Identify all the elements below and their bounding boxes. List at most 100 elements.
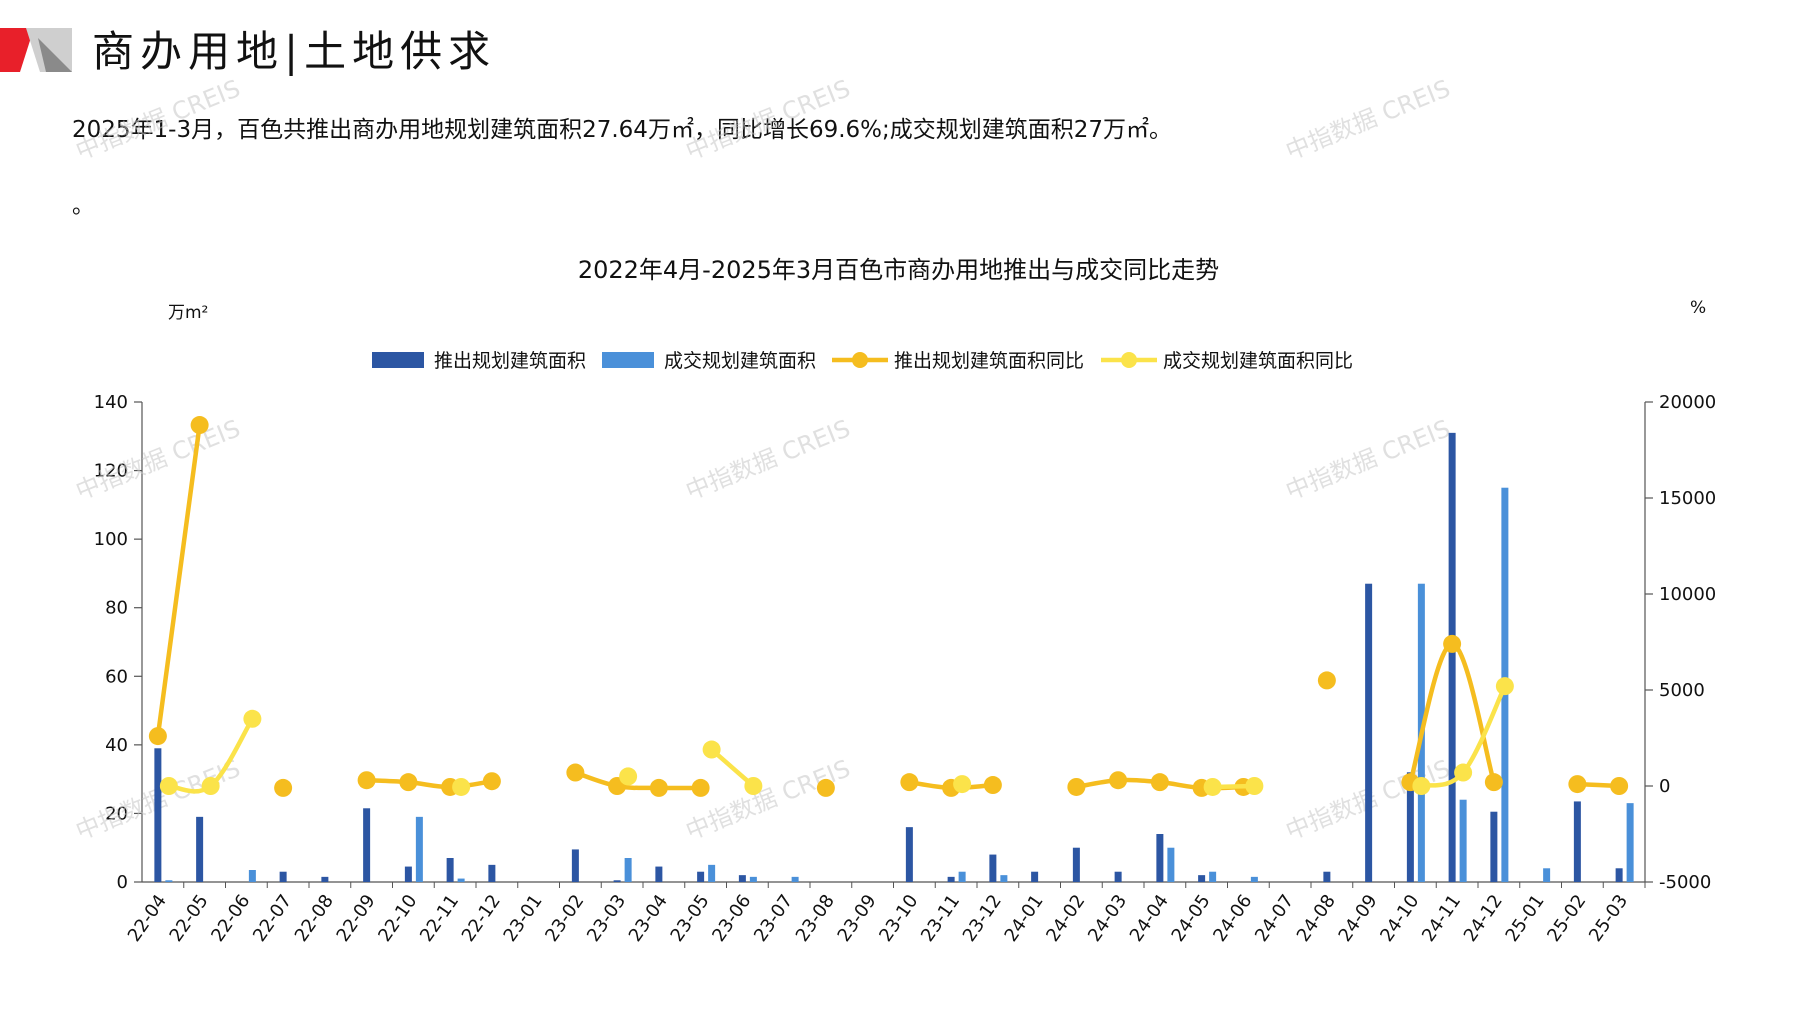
bar bbox=[1543, 868, 1551, 882]
left-axis-tick-label: 20 bbox=[105, 803, 128, 824]
x-axis-tick-label: 23-10 bbox=[875, 891, 922, 946]
series-point bbox=[243, 709, 262, 728]
series-point bbox=[983, 776, 1002, 795]
watermark-text: 中指数据 CREIS bbox=[682, 414, 854, 505]
x-axis-tick-label: 24-08 bbox=[1293, 891, 1340, 946]
legend-label: 成交规划建筑面积同比 bbox=[1163, 350, 1353, 372]
legend-swatch bbox=[372, 352, 424, 368]
x-axis-tick-label: 23-07 bbox=[750, 891, 797, 946]
right-axis-unit: % bbox=[1690, 298, 1707, 318]
x-axis-tick-label: 23-08 bbox=[792, 891, 839, 946]
bar bbox=[363, 808, 371, 882]
x-axis-tick-label: 22-12 bbox=[458, 891, 505, 946]
x-axis-tick-label: 25-02 bbox=[1543, 891, 1590, 946]
x-axis-tick-label: 23-02 bbox=[541, 891, 588, 946]
x-axis-tick-label: 23-11 bbox=[917, 891, 964, 946]
watermark-text: 中指数据 CREIS bbox=[72, 74, 244, 165]
left-axis-tick-label: 100 bbox=[94, 529, 128, 550]
series-point bbox=[900, 773, 919, 792]
x-axis-tick-label: 24-02 bbox=[1042, 891, 1089, 946]
chart-title: 2022年4月-2025年3月百色市商办用地推出与成交同比走势 bbox=[577, 256, 1220, 284]
x-axis-tick-label: 22-04 bbox=[124, 891, 171, 946]
bar bbox=[1365, 583, 1373, 882]
right-axis-tick-label: 5000 bbox=[1659, 680, 1705, 701]
series-point bbox=[1568, 775, 1587, 794]
series-point bbox=[274, 778, 293, 797]
x-axis-tick-label: 24-10 bbox=[1376, 891, 1423, 946]
series-point bbox=[1495, 677, 1514, 696]
x-axis-tick-label: 24-03 bbox=[1084, 891, 1131, 946]
series-point bbox=[744, 777, 763, 795]
series-point bbox=[1443, 634, 1462, 653]
bar bbox=[279, 871, 287, 882]
series-point bbox=[1317, 671, 1336, 690]
series-point bbox=[702, 740, 721, 759]
series-point bbox=[159, 777, 178, 795]
bar bbox=[165, 880, 173, 882]
x-axis-tick-label: 24-01 bbox=[1001, 891, 1048, 946]
bar bbox=[697, 871, 705, 882]
right-axis-tick-label: 0 bbox=[1659, 776, 1670, 797]
x-axis-tick-label: 22-05 bbox=[166, 891, 213, 946]
x-axis-tick-label: 24-06 bbox=[1209, 891, 1256, 946]
bar bbox=[415, 816, 423, 882]
legend-swatch-marker bbox=[852, 352, 868, 368]
bar bbox=[248, 870, 256, 882]
bar bbox=[457, 878, 465, 882]
series-point bbox=[1412, 777, 1431, 795]
bar bbox=[624, 858, 632, 882]
x-axis-tick-label: 22-06 bbox=[207, 891, 254, 946]
left-axis-tick-label: 80 bbox=[105, 598, 128, 619]
legend-label: 推出规划建筑面积同比 bbox=[894, 350, 1084, 372]
x-axis-tick-label: 23-06 bbox=[708, 891, 755, 946]
x-axis-tick-label: 24-09 bbox=[1335, 891, 1382, 946]
bar bbox=[738, 875, 746, 882]
x-axis-tick-label: 22-10 bbox=[374, 891, 421, 946]
series-point bbox=[148, 727, 167, 746]
left-axis-tick-label: 120 bbox=[94, 461, 128, 482]
bar bbox=[1072, 847, 1080, 882]
series-point bbox=[1067, 777, 1086, 796]
left-axis-tick-label: 60 bbox=[105, 666, 128, 687]
bar bbox=[196, 816, 204, 882]
watermark-text: 中指数据 CREIS bbox=[1282, 414, 1454, 505]
series-point bbox=[1150, 773, 1169, 792]
legend-label: 推出规划建筑面积 bbox=[434, 350, 586, 372]
bar bbox=[708, 864, 716, 882]
series-line bbox=[364, 777, 495, 790]
series-point bbox=[357, 771, 376, 790]
series-point bbox=[649, 778, 668, 797]
x-axis-tick-label: 23-09 bbox=[834, 891, 881, 946]
x-axis-tick-label: 25-03 bbox=[1585, 891, 1632, 946]
left-axis-unit: 万m² bbox=[168, 303, 209, 323]
bar bbox=[1156, 834, 1164, 882]
x-axis-tick-label: 24-12 bbox=[1460, 891, 1507, 946]
legend-swatch-marker bbox=[1121, 352, 1137, 368]
bar bbox=[1031, 871, 1039, 882]
x-axis-tick-label: 24-04 bbox=[1126, 891, 1173, 946]
series-point bbox=[201, 777, 220, 795]
right-axis-tick-label: 15000 bbox=[1659, 488, 1716, 509]
bar bbox=[1000, 875, 1008, 882]
series-point bbox=[1245, 777, 1264, 795]
x-axis-tick-label: 24-05 bbox=[1168, 891, 1215, 946]
bar bbox=[321, 876, 329, 882]
series-point bbox=[482, 772, 501, 791]
series-point bbox=[816, 778, 835, 797]
x-axis-tick-label: 22-08 bbox=[291, 891, 338, 946]
bar bbox=[571, 849, 579, 882]
bar bbox=[947, 876, 955, 882]
series-point bbox=[691, 778, 710, 797]
bar bbox=[1114, 871, 1122, 882]
x-axis-tick-label: 24-07 bbox=[1251, 891, 1298, 946]
bar bbox=[1626, 803, 1634, 882]
series-point bbox=[1203, 777, 1222, 796]
series-point bbox=[1109, 771, 1128, 790]
bar bbox=[1573, 801, 1581, 882]
legend-label: 成交规划建筑面积 bbox=[664, 350, 816, 372]
left-axis-tick-label: 140 bbox=[94, 392, 128, 413]
watermark-text: 中指数据 CREIS bbox=[682, 754, 854, 845]
watermark-text: 中指数据 CREIS bbox=[1282, 74, 1454, 165]
series-point bbox=[190, 416, 209, 435]
